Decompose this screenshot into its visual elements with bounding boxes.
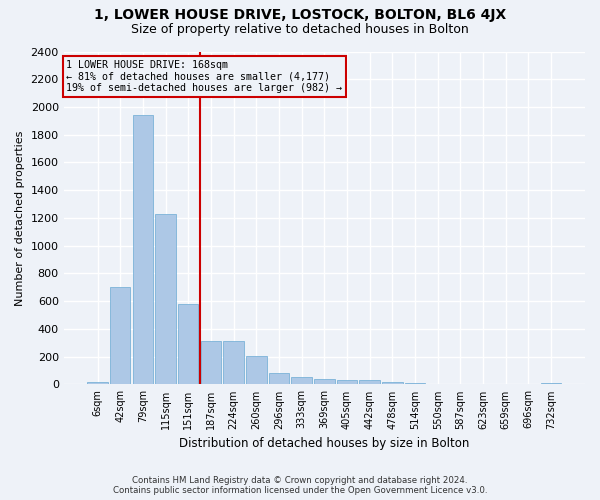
Bar	[88, 382, 108, 384]
X-axis label: Distribution of detached houses by size in Bolton: Distribution of detached houses by size …	[179, 437, 470, 450]
Bar	[178, 304, 199, 384]
Bar	[314, 379, 335, 384]
Bar	[133, 116, 153, 384]
Text: 1 LOWER HOUSE DRIVE: 168sqm
← 81% of detached houses are smaller (4,177)
19% of : 1 LOWER HOUSE DRIVE: 168sqm ← 81% of det…	[66, 60, 342, 93]
Bar	[382, 382, 403, 384]
Y-axis label: Number of detached properties: Number of detached properties	[15, 130, 25, 306]
Bar	[269, 374, 289, 384]
Bar	[292, 378, 312, 384]
Text: 1, LOWER HOUSE DRIVE, LOSTOCK, BOLTON, BL6 4JX: 1, LOWER HOUSE DRIVE, LOSTOCK, BOLTON, B…	[94, 8, 506, 22]
Bar	[359, 380, 380, 384]
Bar	[223, 340, 244, 384]
Bar	[155, 214, 176, 384]
Bar	[110, 288, 130, 384]
Text: Contains HM Land Registry data © Crown copyright and database right 2024.
Contai: Contains HM Land Registry data © Crown c…	[113, 476, 487, 495]
Bar	[337, 380, 357, 384]
Text: Size of property relative to detached houses in Bolton: Size of property relative to detached ho…	[131, 22, 469, 36]
Bar	[541, 383, 562, 384]
Bar	[246, 356, 266, 384]
Bar	[405, 383, 425, 384]
Bar	[201, 340, 221, 384]
